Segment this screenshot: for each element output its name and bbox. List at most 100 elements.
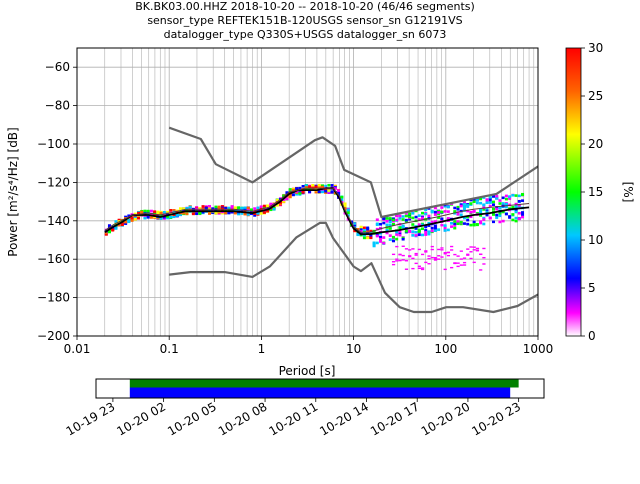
psd-cell [262,206,266,209]
psd-cell [311,186,315,189]
y-axis-label: Power [m²/s⁴/Hz] [dB] [6,127,20,256]
psd-cell [369,236,373,240]
psd-cell [437,248,441,251]
psd-cell [440,210,444,214]
psd-cell [230,210,234,214]
grid-lines [76,48,538,337]
psd-cell [417,233,421,237]
psd-cell [446,217,450,220]
psd-cell [459,204,463,208]
psd-cell [446,254,451,257]
psd-cell [491,213,495,216]
psd-cell [275,204,279,207]
psd-cell [453,224,457,227]
psd-cell [404,214,408,218]
psd-cell [414,254,418,256]
psd-cell [372,241,376,245]
psd-cell [427,222,431,225]
psd-cell [459,221,463,224]
psd-cell [362,231,366,235]
psd-cell [479,220,483,223]
psd-cell [485,201,489,205]
psd-cell [175,210,179,214]
psd-cell [472,249,476,251]
psd-cell [472,220,476,224]
psd-cell [411,212,415,215]
psd-cell [446,228,450,232]
psd-cell [330,184,334,187]
psd-cell [324,189,328,193]
psd-cell [498,202,502,205]
psd-cell [479,214,483,217]
psd-cell [498,211,502,215]
psd-cell [311,187,315,191]
psd-cell [462,207,466,210]
psd-cell [327,191,331,194]
psd-cell [395,245,399,248]
psd-cell [391,235,395,239]
psd-cell [398,233,402,237]
psd-cell [453,262,457,264]
psd-cell [401,215,405,218]
psd-cell [421,217,425,221]
psd-cell [462,261,467,264]
psd-cell [182,207,186,210]
psd-cell [175,214,179,217]
psd-cell [456,207,460,211]
psd-cell [421,233,425,237]
psd-cell [285,197,289,201]
psd-cell [417,218,421,221]
psd-cell [440,256,444,258]
chart-title-line3: datalogger_type Q330S+USGS datalogger_sn… [164,28,447,41]
psd-cell [491,203,495,207]
timeline-tick-label: 10-20 17 [368,399,422,438]
psd-cell [482,203,486,207]
psd-cell [227,206,231,210]
timeline-tick-label: 10-20 14 [317,399,371,438]
psd-cell [433,210,437,214]
x-tick-label: 0.1 [160,342,179,356]
psd-cell [404,268,409,270]
psd-cell [237,212,241,216]
psd-cell [133,212,137,216]
chart-title-line2: sensor_type REFTEK151B-120USGS sensor_sn… [147,14,462,27]
psd-cell [430,220,434,224]
psd-cell [404,260,409,262]
colorbar-tick-label: 15 [588,185,603,199]
psd-cell [459,264,463,266]
psd-cell [450,225,454,228]
psd-cell [262,211,266,214]
psd-cell [362,236,366,240]
psd-cell [485,210,489,214]
psd-cell [417,265,421,267]
psd-cell [462,264,467,266]
x-axis: 0.01 0.1 1 10 100 1000 [64,336,553,356]
psd-cell [521,211,525,214]
psd-cell [253,207,257,210]
colorbar-tick-label: 10 [588,233,603,247]
psd-cell [469,257,473,260]
psd-cell [404,229,408,233]
psd-cell [472,246,476,248]
psd-cell [266,209,270,212]
psd-cell [246,206,250,210]
y-tick-label: −200 [37,329,70,343]
psd-cell [475,250,480,252]
psd-cell [382,221,386,225]
psd-cell [475,201,479,205]
psd-cell [272,208,276,211]
psd-cell [243,207,247,210]
psd-cell [391,261,396,263]
psd-cell [466,209,470,213]
psd-cell [166,210,170,214]
psd-cell [172,209,176,212]
psd-cell [462,216,466,220]
psd-cell [508,203,512,207]
colorbar-label: [%] [621,182,635,203]
psd-cell [508,216,512,219]
psd-cell [514,216,518,220]
psd-cell [169,209,173,212]
psd-cell [114,227,118,230]
psd-cell [104,231,108,235]
